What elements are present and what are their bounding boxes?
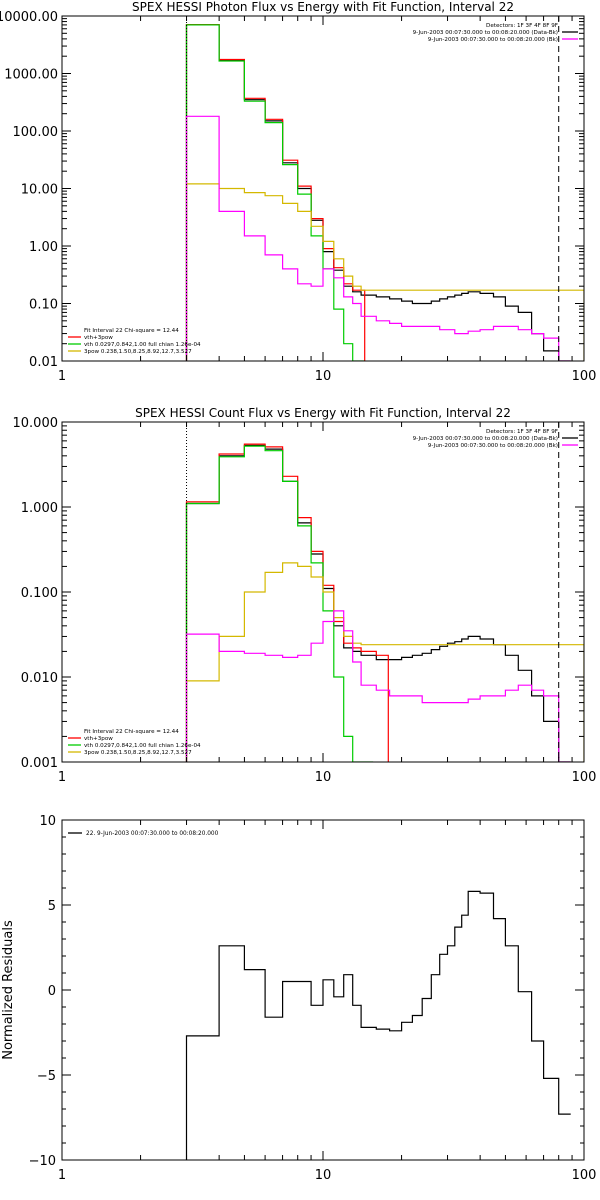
fit-text: 3pow 0.238,1.50,8.25,8.92,12.7,3.527	[84, 750, 192, 756]
y-tick-label: 0.001	[21, 756, 58, 771]
series-3	[185, 562, 584, 762]
x-tick-label: 100	[572, 369, 597, 384]
y-tick-label: 0	[48, 984, 56, 999]
x-tick-label: 100	[572, 1168, 597, 1183]
fit-text: vth+3pow	[84, 736, 113, 742]
x-tick-label: 10	[315, 369, 332, 384]
plot-area	[185, 443, 584, 762]
legend-text: 22. 9-Jun-2003 00:07:30.000 to 00:08:20.…	[86, 831, 219, 837]
info-text: 9-Jun-2003 00:07:30.000 to 00:08:20.000 …	[413, 30, 558, 36]
series-2	[185, 24, 365, 361]
y-tick-label: 1.000	[21, 501, 58, 516]
y-tick-label: 10000.00	[0, 10, 58, 25]
info-text: Detectors: 1F 3F 4F 8F 9F	[486, 23, 558, 29]
y-tick-label: 1.00	[29, 240, 58, 255]
info-text: 9-Jun-2003 00:07:30.000 to 00:08:20.000 …	[428, 37, 558, 43]
chart-2	[61, 819, 585, 1161]
x-tick-label: 10	[315, 770, 332, 785]
y-tick-label: 10	[39, 814, 56, 829]
fit-text: Fit Interval 22 Chi-square = 12.44	[84, 729, 179, 735]
y-tick-label: −5	[37, 1069, 56, 1084]
series-1	[185, 24, 366, 361]
y-tick-label: 0.010	[21, 671, 58, 686]
plot-area	[185, 890, 571, 1160]
chart-1	[61, 421, 585, 763]
y-axis-label: Normalized Residuals	[1, 920, 16, 1060]
fit-text: vth+3pow	[84, 335, 113, 341]
series-2	[185, 445, 374, 762]
series-0	[185, 24, 571, 361]
y-tick-label: 100.00	[13, 125, 59, 140]
series-1	[185, 443, 389, 762]
y-tick-label: −10	[29, 1154, 56, 1169]
series-4	[185, 610, 571, 762]
chart-0	[61, 15, 585, 362]
info-text: 9-Jun-2003 00:07:30.000 to 00:08:20.000 …	[413, 436, 558, 442]
fit-text: vth 0.0297,0.842,1.00 full chian 1.26e-0…	[84, 743, 201, 749]
series-4	[185, 115, 571, 361]
y-tick-label: 5	[48, 899, 56, 914]
series-3	[185, 183, 584, 361]
x-tick-label: 10	[315, 1168, 332, 1183]
info-text: Detectors: 1F 3F 4F 8F 9F	[486, 429, 558, 435]
plot-area	[185, 24, 584, 361]
y-tick-label: 0.100	[21, 586, 58, 601]
chart-title: SPEX HESSI Photon Flux vs Energy with Fi…	[132, 0, 514, 14]
info-text: 9-Jun-2003 00:07:30.000 to 00:08:20.000 …	[428, 443, 558, 449]
y-tick-label: 10.00	[21, 183, 58, 198]
y-tick-label: 0.01	[29, 355, 58, 370]
fit-text: 3pow 0.238,1.50,8.25,8.92,12.7,3.527	[84, 349, 192, 355]
x-tick-label: 100	[572, 770, 597, 785]
series-0	[185, 890, 571, 1160]
y-tick-label: 1000.00	[4, 68, 58, 83]
fit-text: vth 0.0297,0.842,1.00 full chian 1.26e-0…	[84, 342, 201, 348]
x-tick-label: 1	[58, 1168, 66, 1183]
y-tick-label: 10.000	[13, 416, 59, 431]
chart-title: SPEX HESSI Count Flux vs Energy with Fit…	[135, 406, 511, 420]
fit-text: Fit Interval 22 Chi-square = 12.44	[84, 328, 179, 334]
y-tick-label: 0.10	[29, 298, 58, 313]
x-tick-label: 1	[58, 369, 66, 384]
x-tick-label: 1	[58, 770, 66, 785]
plot-frame	[61, 15, 585, 362]
